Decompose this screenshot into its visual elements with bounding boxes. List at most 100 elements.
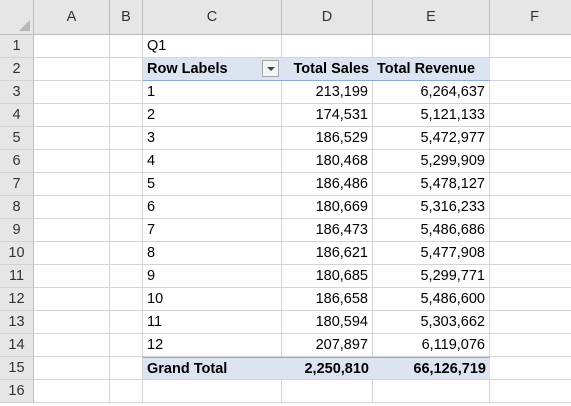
row-header-3[interactable]: 3 bbox=[0, 81, 34, 104]
cell-b9[interactable] bbox=[110, 219, 143, 242]
pivot-row-label[interactable]: 2 bbox=[143, 104, 282, 127]
pivot-row-label[interactable]: 10 bbox=[143, 288, 282, 311]
row-header-5[interactable]: 5 bbox=[0, 127, 34, 150]
pivot-header-total-sales[interactable]: Total Sales bbox=[282, 58, 373, 81]
cell-f14[interactable] bbox=[490, 334, 571, 357]
row-header-13[interactable]: 13 bbox=[0, 311, 34, 334]
column-header-d[interactable]: D bbox=[282, 0, 373, 35]
cell-f3[interactable] bbox=[490, 81, 571, 104]
row-header-10[interactable]: 10 bbox=[0, 242, 34, 265]
cell-f4[interactable] bbox=[490, 104, 571, 127]
cell-f13[interactable] bbox=[490, 311, 571, 334]
cell-a14[interactable] bbox=[34, 334, 110, 357]
cell-a4[interactable] bbox=[34, 104, 110, 127]
cell-a12[interactable] bbox=[34, 288, 110, 311]
cell-e1[interactable] bbox=[373, 35, 490, 58]
pivot-row-label[interactable]: 4 bbox=[143, 150, 282, 173]
cell-a11[interactable] bbox=[34, 265, 110, 288]
cell-a7[interactable] bbox=[34, 173, 110, 196]
pivot-revenue-value[interactable]: 5,121,133 bbox=[373, 104, 490, 127]
cell-a10[interactable] bbox=[34, 242, 110, 265]
pivot-header-total-revenue[interactable]: Total Revenue bbox=[373, 58, 490, 81]
pivot-sales-value[interactable]: 213,199 bbox=[282, 81, 373, 104]
column-header-a[interactable]: A bbox=[34, 0, 110, 35]
row-header-6[interactable]: 6 bbox=[0, 150, 34, 173]
cell-f6[interactable] bbox=[490, 150, 571, 173]
cell-a3[interactable] bbox=[34, 81, 110, 104]
pivot-grand-total-label[interactable]: Grand Total bbox=[143, 357, 282, 380]
pivot-revenue-value[interactable]: 5,299,909 bbox=[373, 150, 490, 173]
row-header-15[interactable]: 15 bbox=[0, 357, 34, 380]
cell-f8[interactable] bbox=[490, 196, 571, 219]
row-header-14[interactable]: 14 bbox=[0, 334, 34, 357]
pivot-revenue-value[interactable]: 5,486,600 bbox=[373, 288, 490, 311]
pivot-revenue-value[interactable]: 5,472,977 bbox=[373, 127, 490, 150]
row-header-4[interactable]: 4 bbox=[0, 104, 34, 127]
cell-b10[interactable] bbox=[110, 242, 143, 265]
pivot-header-row-labels[interactable]: Row Labels bbox=[143, 58, 282, 81]
pivot-row-label[interactable]: 8 bbox=[143, 242, 282, 265]
pivot-sales-value[interactable]: 180,594 bbox=[282, 311, 373, 334]
cell-b3[interactable] bbox=[110, 81, 143, 104]
pivot-row-label[interactable]: 6 bbox=[143, 196, 282, 219]
cell-b8[interactable] bbox=[110, 196, 143, 219]
pivot-sales-value[interactable]: 186,529 bbox=[282, 127, 373, 150]
column-header-c[interactable]: C bbox=[143, 0, 282, 35]
cell-b16[interactable] bbox=[110, 380, 143, 403]
cell-c16[interactable] bbox=[143, 380, 282, 403]
cell-d16[interactable] bbox=[282, 380, 373, 403]
pivot-revenue-value[interactable]: 6,119,076 bbox=[373, 334, 490, 357]
pivot-row-label[interactable]: 5 bbox=[143, 173, 282, 196]
cell-a16[interactable] bbox=[34, 380, 110, 403]
row-header-12[interactable]: 12 bbox=[0, 288, 34, 311]
row-header-1[interactable]: 1 bbox=[0, 35, 34, 58]
cell-e16[interactable] bbox=[373, 380, 490, 403]
cell-a5[interactable] bbox=[34, 127, 110, 150]
cell-a1[interactable] bbox=[34, 35, 110, 58]
pivot-sales-value[interactable]: 186,473 bbox=[282, 219, 373, 242]
row-header-9[interactable]: 9 bbox=[0, 219, 34, 242]
cell-f2[interactable] bbox=[490, 58, 571, 81]
cell-b2[interactable] bbox=[110, 58, 143, 81]
pivot-row-label[interactable]: 11 bbox=[143, 311, 282, 334]
row-header-2[interactable]: 2 bbox=[0, 58, 34, 81]
row-header-16[interactable]: 16 bbox=[0, 380, 34, 403]
cell-b13[interactable] bbox=[110, 311, 143, 334]
cell-a2[interactable] bbox=[34, 58, 110, 81]
pivot-sales-value[interactable]: 174,531 bbox=[282, 104, 373, 127]
cell-a15[interactable] bbox=[34, 357, 110, 380]
cell-a6[interactable] bbox=[34, 150, 110, 173]
filter-dropdown-icon[interactable] bbox=[262, 60, 279, 77]
cell-b15[interactable] bbox=[110, 357, 143, 380]
pivot-revenue-value[interactable]: 6,264,637 bbox=[373, 81, 490, 104]
cell-f10[interactable] bbox=[490, 242, 571, 265]
column-header-f[interactable]: F bbox=[490, 0, 571, 35]
cell-f9[interactable] bbox=[490, 219, 571, 242]
cell-f11[interactable] bbox=[490, 265, 571, 288]
pivot-row-label[interactable]: 9 bbox=[143, 265, 282, 288]
pivot-filter-label[interactable]: Q1 bbox=[143, 35, 282, 58]
cell-b11[interactable] bbox=[110, 265, 143, 288]
pivot-row-label[interactable]: 3 bbox=[143, 127, 282, 150]
cell-f15[interactable] bbox=[490, 357, 571, 380]
row-header-11[interactable]: 11 bbox=[0, 265, 34, 288]
cell-b6[interactable] bbox=[110, 150, 143, 173]
cell-b7[interactable] bbox=[110, 173, 143, 196]
cell-b12[interactable] bbox=[110, 288, 143, 311]
pivot-grand-total-sales[interactable]: 2,250,810 bbox=[282, 357, 373, 380]
cell-f7[interactable] bbox=[490, 173, 571, 196]
pivot-sales-value[interactable]: 186,486 bbox=[282, 173, 373, 196]
pivot-revenue-value[interactable]: 5,478,127 bbox=[373, 173, 490, 196]
cell-a13[interactable] bbox=[34, 311, 110, 334]
cell-f1[interactable] bbox=[490, 35, 571, 58]
pivot-revenue-value[interactable]: 5,299,771 bbox=[373, 265, 490, 288]
cell-a9[interactable] bbox=[34, 219, 110, 242]
pivot-sales-value[interactable]: 186,658 bbox=[282, 288, 373, 311]
cell-f12[interactable] bbox=[490, 288, 571, 311]
cell-b5[interactable] bbox=[110, 127, 143, 150]
pivot-row-label[interactable]: 12 bbox=[143, 334, 282, 357]
cell-b4[interactable] bbox=[110, 104, 143, 127]
pivot-row-label[interactable]: 7 bbox=[143, 219, 282, 242]
pivot-row-label[interactable]: 1 bbox=[143, 81, 282, 104]
cell-f5[interactable] bbox=[490, 127, 571, 150]
